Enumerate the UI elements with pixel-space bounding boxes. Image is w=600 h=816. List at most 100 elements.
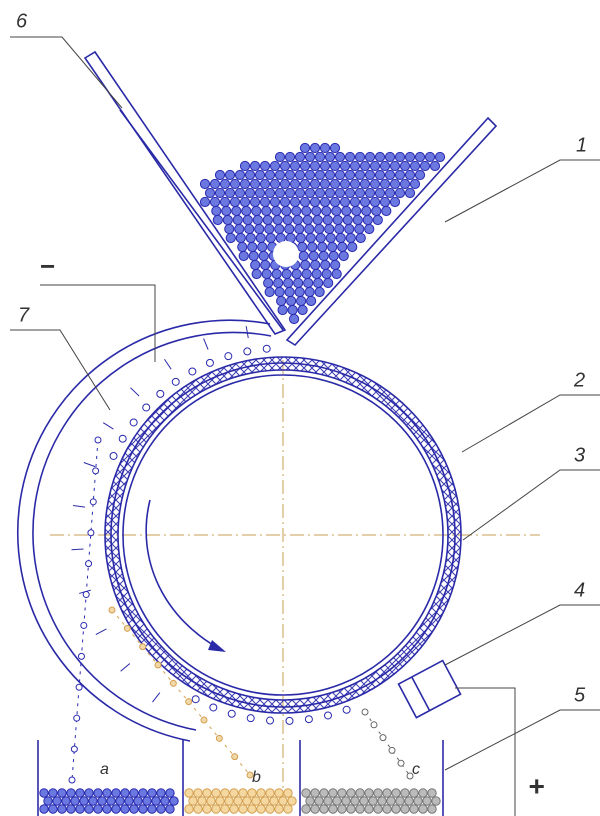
particle (300, 197, 309, 206)
particle (170, 797, 178, 805)
particle (350, 179, 359, 188)
particle (288, 305, 297, 314)
particle (275, 805, 283, 813)
particle (40, 789, 48, 797)
particle (110, 452, 117, 459)
callout: 1 (576, 134, 587, 156)
particle (335, 188, 344, 197)
particle (157, 390, 164, 397)
particle (71, 746, 77, 752)
particle (192, 696, 199, 703)
particle (89, 797, 97, 805)
particle (260, 197, 269, 206)
particle (355, 224, 364, 233)
particle (210, 704, 217, 711)
particle (280, 197, 289, 206)
particle (270, 179, 279, 188)
particle (233, 215, 242, 224)
particle (265, 188, 274, 197)
particle (310, 197, 319, 206)
particle (225, 170, 234, 179)
particle (304, 278, 313, 287)
particle (74, 715, 80, 721)
particle (303, 215, 312, 224)
particle (325, 152, 334, 161)
particle (230, 789, 238, 797)
particle (385, 152, 394, 161)
particle (284, 789, 292, 797)
particle (320, 161, 329, 170)
particle (305, 716, 312, 723)
particle (225, 188, 234, 197)
particle (302, 789, 310, 797)
particle (311, 260, 320, 269)
particle (255, 224, 264, 233)
particle (265, 287, 274, 296)
particle (365, 789, 373, 797)
particle (365, 188, 374, 197)
particle (200, 197, 209, 206)
particle (339, 251, 348, 260)
callout: 4 (574, 579, 585, 601)
particle (312, 269, 321, 278)
particle (325, 188, 334, 197)
particle (189, 368, 196, 375)
brush-unit (399, 661, 461, 718)
tick (73, 505, 85, 507)
callout: 5 (574, 684, 586, 706)
particle (342, 206, 351, 215)
callout: 6 (16, 10, 28, 32)
particle (330, 161, 339, 170)
particle (85, 789, 93, 797)
particle (383, 805, 391, 813)
particle (410, 161, 419, 170)
particle (295, 152, 304, 161)
particle (288, 797, 296, 805)
particle (130, 789, 138, 797)
particle (272, 206, 281, 215)
particle (323, 215, 332, 224)
particle (166, 789, 174, 797)
particle (210, 179, 219, 188)
leader (455, 688, 515, 816)
particle (186, 699, 192, 705)
tick (72, 549, 84, 550)
particle (78, 653, 84, 659)
particle (205, 188, 214, 197)
particle (230, 197, 239, 206)
particle (405, 797, 413, 805)
bin-label: c (412, 761, 420, 778)
particle (265, 170, 274, 179)
particle (221, 805, 229, 813)
particle (322, 206, 331, 215)
particle (338, 789, 346, 797)
particle (140, 644, 146, 650)
particle (90, 499, 96, 505)
particle (324, 797, 332, 805)
particle (232, 206, 241, 215)
particle (331, 260, 340, 269)
particle (67, 789, 75, 797)
particle (353, 215, 362, 224)
particle (410, 179, 419, 188)
particle (296, 233, 305, 242)
particle (130, 419, 137, 426)
particle (103, 789, 111, 797)
particle (185, 805, 193, 813)
particle (330, 197, 339, 206)
particle (103, 805, 111, 813)
particle (370, 161, 379, 170)
particle (347, 805, 355, 813)
particle (235, 224, 244, 233)
particle (320, 805, 328, 813)
particle (295, 170, 304, 179)
particle (374, 805, 382, 813)
particle (312, 206, 321, 215)
particle (53, 797, 61, 805)
particle (380, 161, 389, 170)
particle (305, 152, 314, 161)
particle (265, 224, 274, 233)
particle (255, 170, 264, 179)
particle (320, 197, 329, 206)
separator-diagram: 6 1 7 2 3 4 5 − + a b c (0, 0, 600, 816)
